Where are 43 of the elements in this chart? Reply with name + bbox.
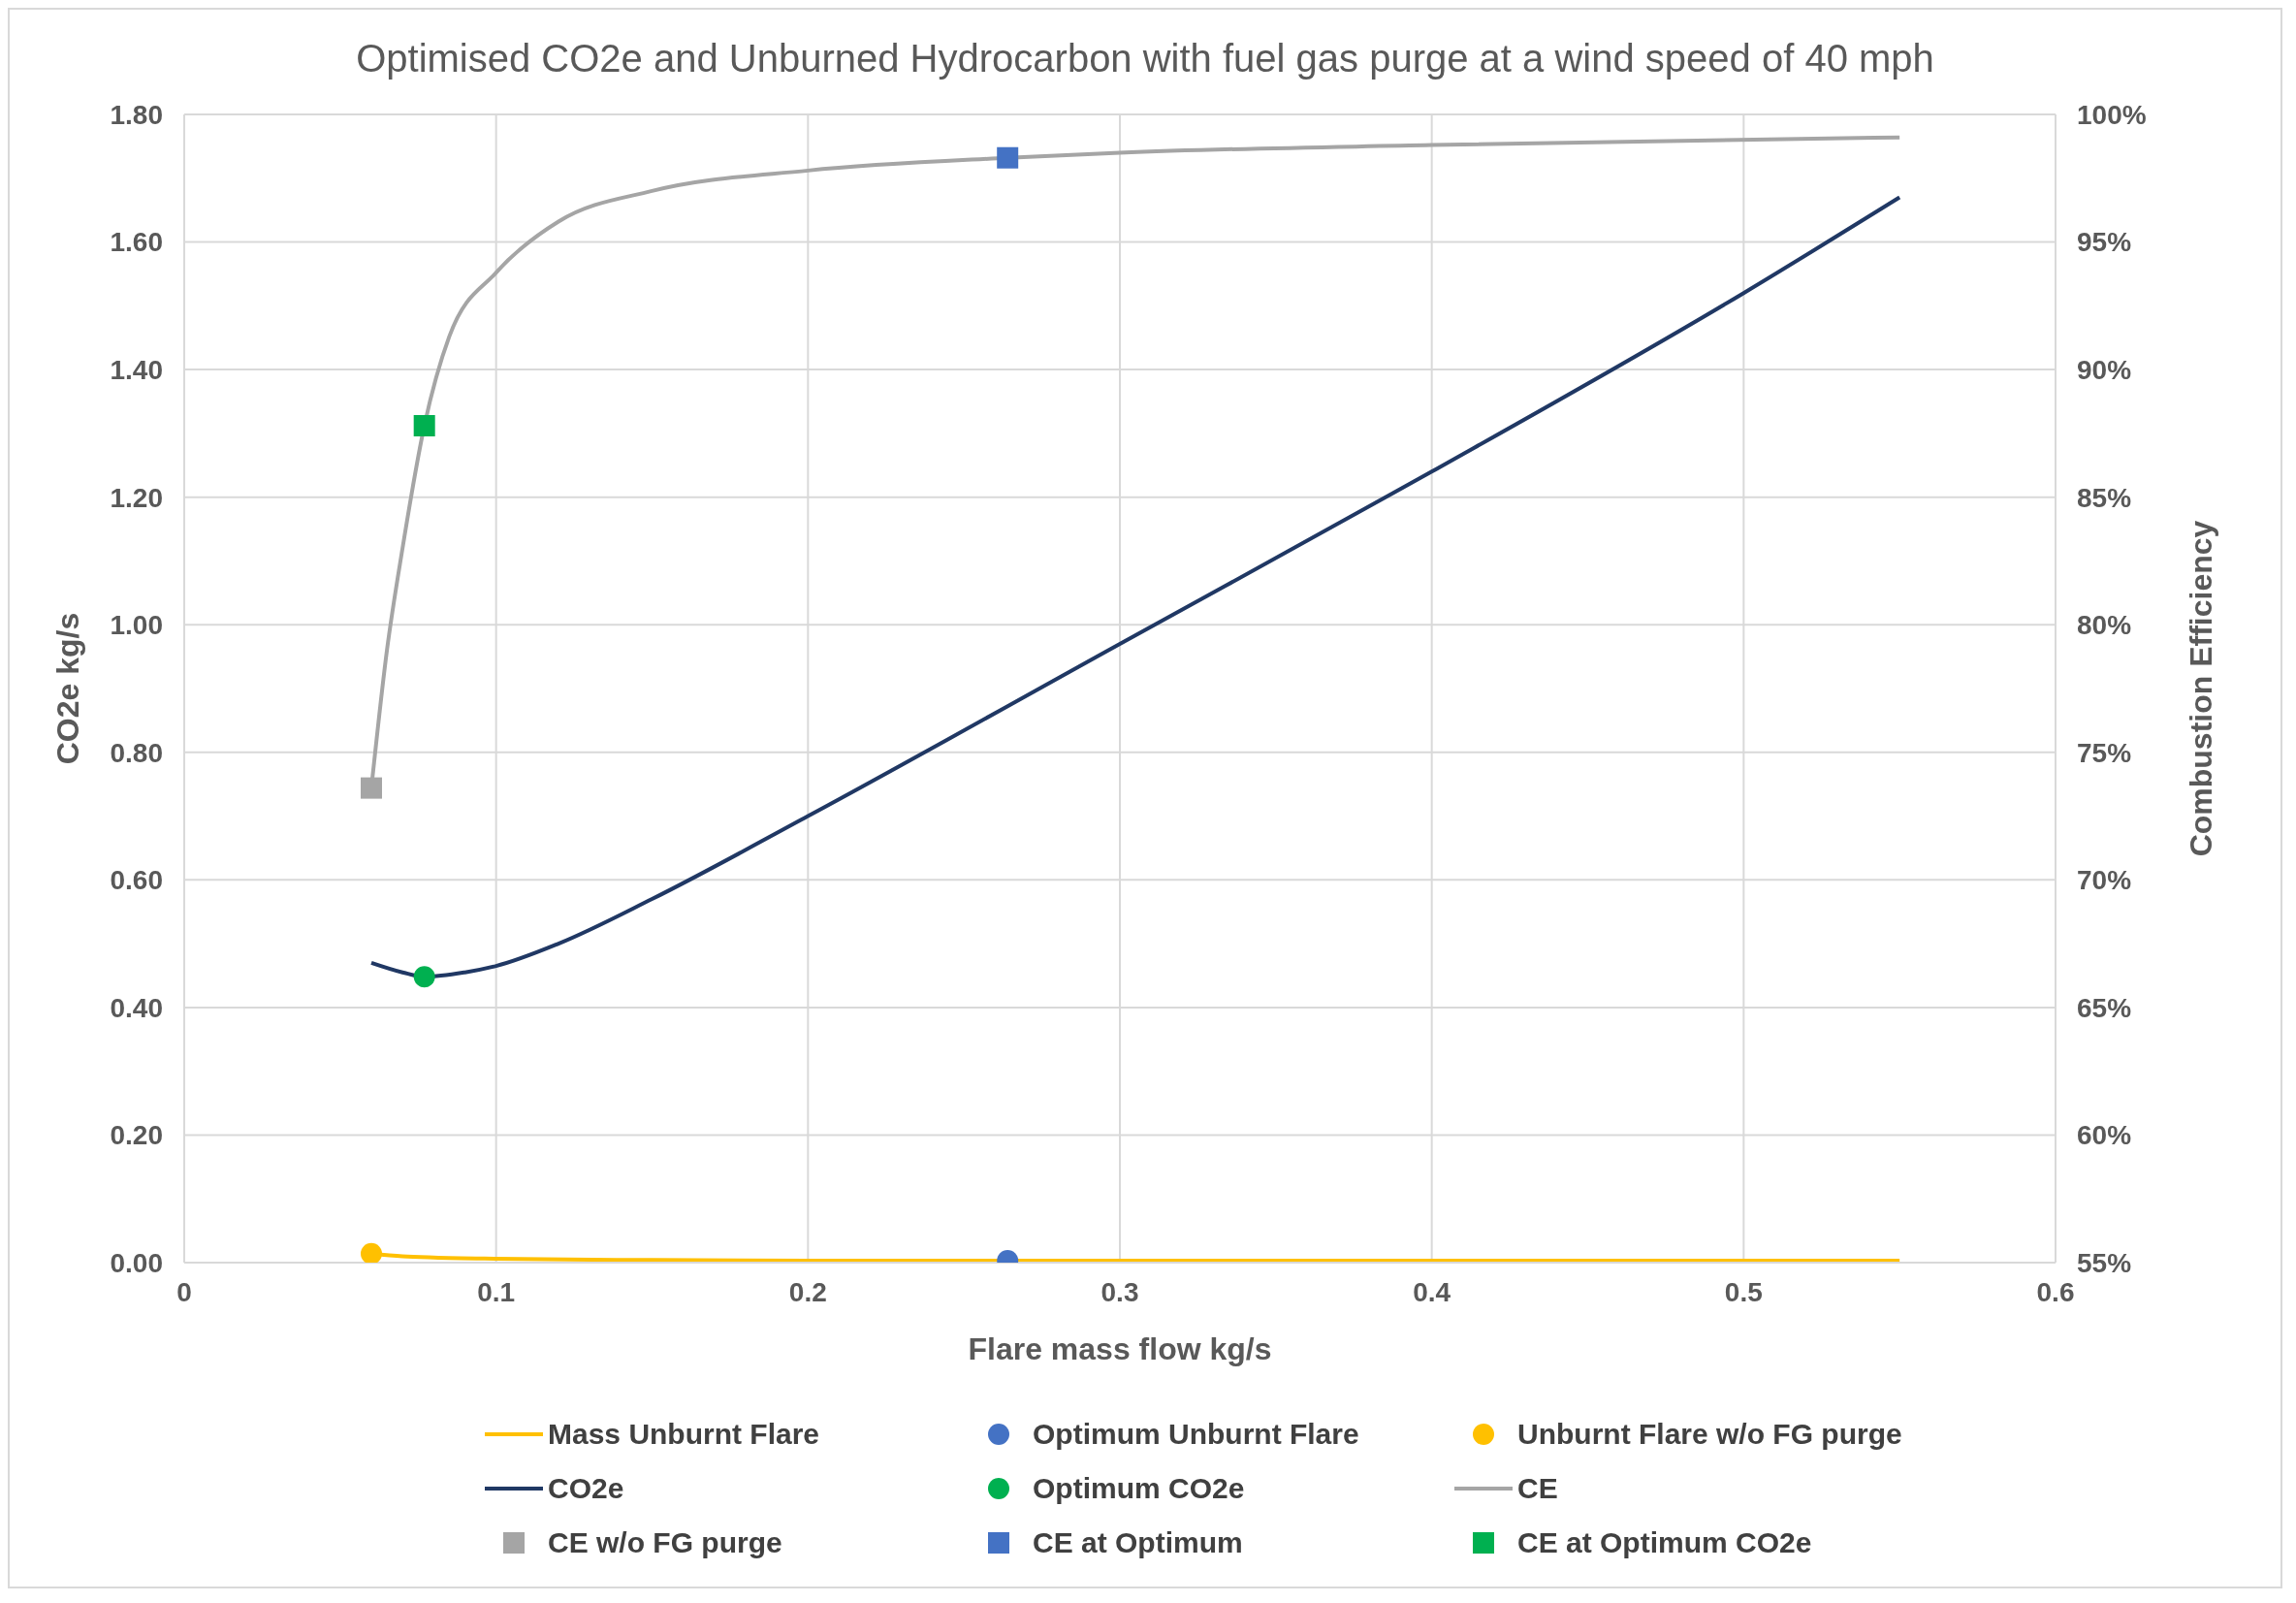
legend-label: CE w/o FG purge bbox=[548, 1526, 782, 1559]
x-tick-label: 0.5 bbox=[1724, 1276, 1763, 1307]
y2-tick-label: 75% bbox=[2077, 737, 2132, 768]
y-tick-label: 0.80 bbox=[110, 737, 163, 768]
legend-label: CE at Optimum bbox=[1033, 1526, 1243, 1559]
legend-label: Unburnt Flare w/o FG purge bbox=[1517, 1418, 1902, 1451]
x-tick-label: 0.6 bbox=[2036, 1276, 2075, 1307]
y-tick-label: 0.20 bbox=[110, 1120, 163, 1151]
x-tick-label: 0.2 bbox=[788, 1276, 827, 1307]
point bbox=[997, 146, 1019, 169]
legend-label: CO2e bbox=[548, 1472, 624, 1505]
y2-tick-label: 85% bbox=[2077, 482, 2132, 513]
chart-title: Optimised CO2e and Unburned Hydrocarbon with fuel gas purge at a wind speed of 40 mph bbox=[355, 36, 1935, 81]
legend-label: CE bbox=[1517, 1472, 1558, 1505]
y-axis-title: CO2e kg/s bbox=[50, 612, 86, 765]
y-tick-label: 0.00 bbox=[110, 1247, 163, 1278]
point bbox=[361, 777, 382, 799]
y2-tick-label: 65% bbox=[2077, 992, 2132, 1023]
y2-tick-label: 90% bbox=[2077, 355, 2132, 386]
legend-label: CE at Optimum CO2e bbox=[1517, 1526, 1812, 1559]
y-tick-label: 1.40 bbox=[110, 355, 163, 386]
y2-tick-label: 60% bbox=[2077, 1120, 2132, 1151]
point bbox=[413, 415, 435, 436]
y-tick-label: 1.60 bbox=[110, 227, 163, 258]
y2-axis-title: Combustion Efficiency bbox=[2184, 520, 2219, 857]
y2-tick-label: 80% bbox=[2077, 610, 2132, 641]
x-tick-label: 0.3 bbox=[1100, 1276, 1139, 1307]
x-tick-label: 0.1 bbox=[477, 1276, 516, 1307]
legend-label: Optimum Unburnt Flare bbox=[1033, 1418, 1359, 1451]
x-axis-title: Flare mass flow kg/s bbox=[968, 1331, 1272, 1366]
x-tick-label: 0.4 bbox=[1413, 1276, 1451, 1307]
y2-tick-label: 100% bbox=[2077, 99, 2147, 130]
legend-label: Mass Unburnt Flare bbox=[548, 1418, 820, 1451]
y-tick-label: 0.60 bbox=[110, 865, 163, 896]
x-tick-label: 0 bbox=[176, 1276, 192, 1307]
y2-tick-label: 95% bbox=[2077, 227, 2132, 258]
legend-label: Optimum CO2e bbox=[1033, 1472, 1245, 1505]
y-tick-label: 1.80 bbox=[110, 99, 163, 130]
y-tick-label: 1.20 bbox=[110, 482, 163, 513]
y-tick-label: 1.00 bbox=[110, 610, 163, 641]
y-tick-label: 0.40 bbox=[110, 992, 163, 1023]
y2-tick-label: 55% bbox=[2077, 1247, 2132, 1278]
y2-tick-label: 70% bbox=[2077, 865, 2132, 896]
